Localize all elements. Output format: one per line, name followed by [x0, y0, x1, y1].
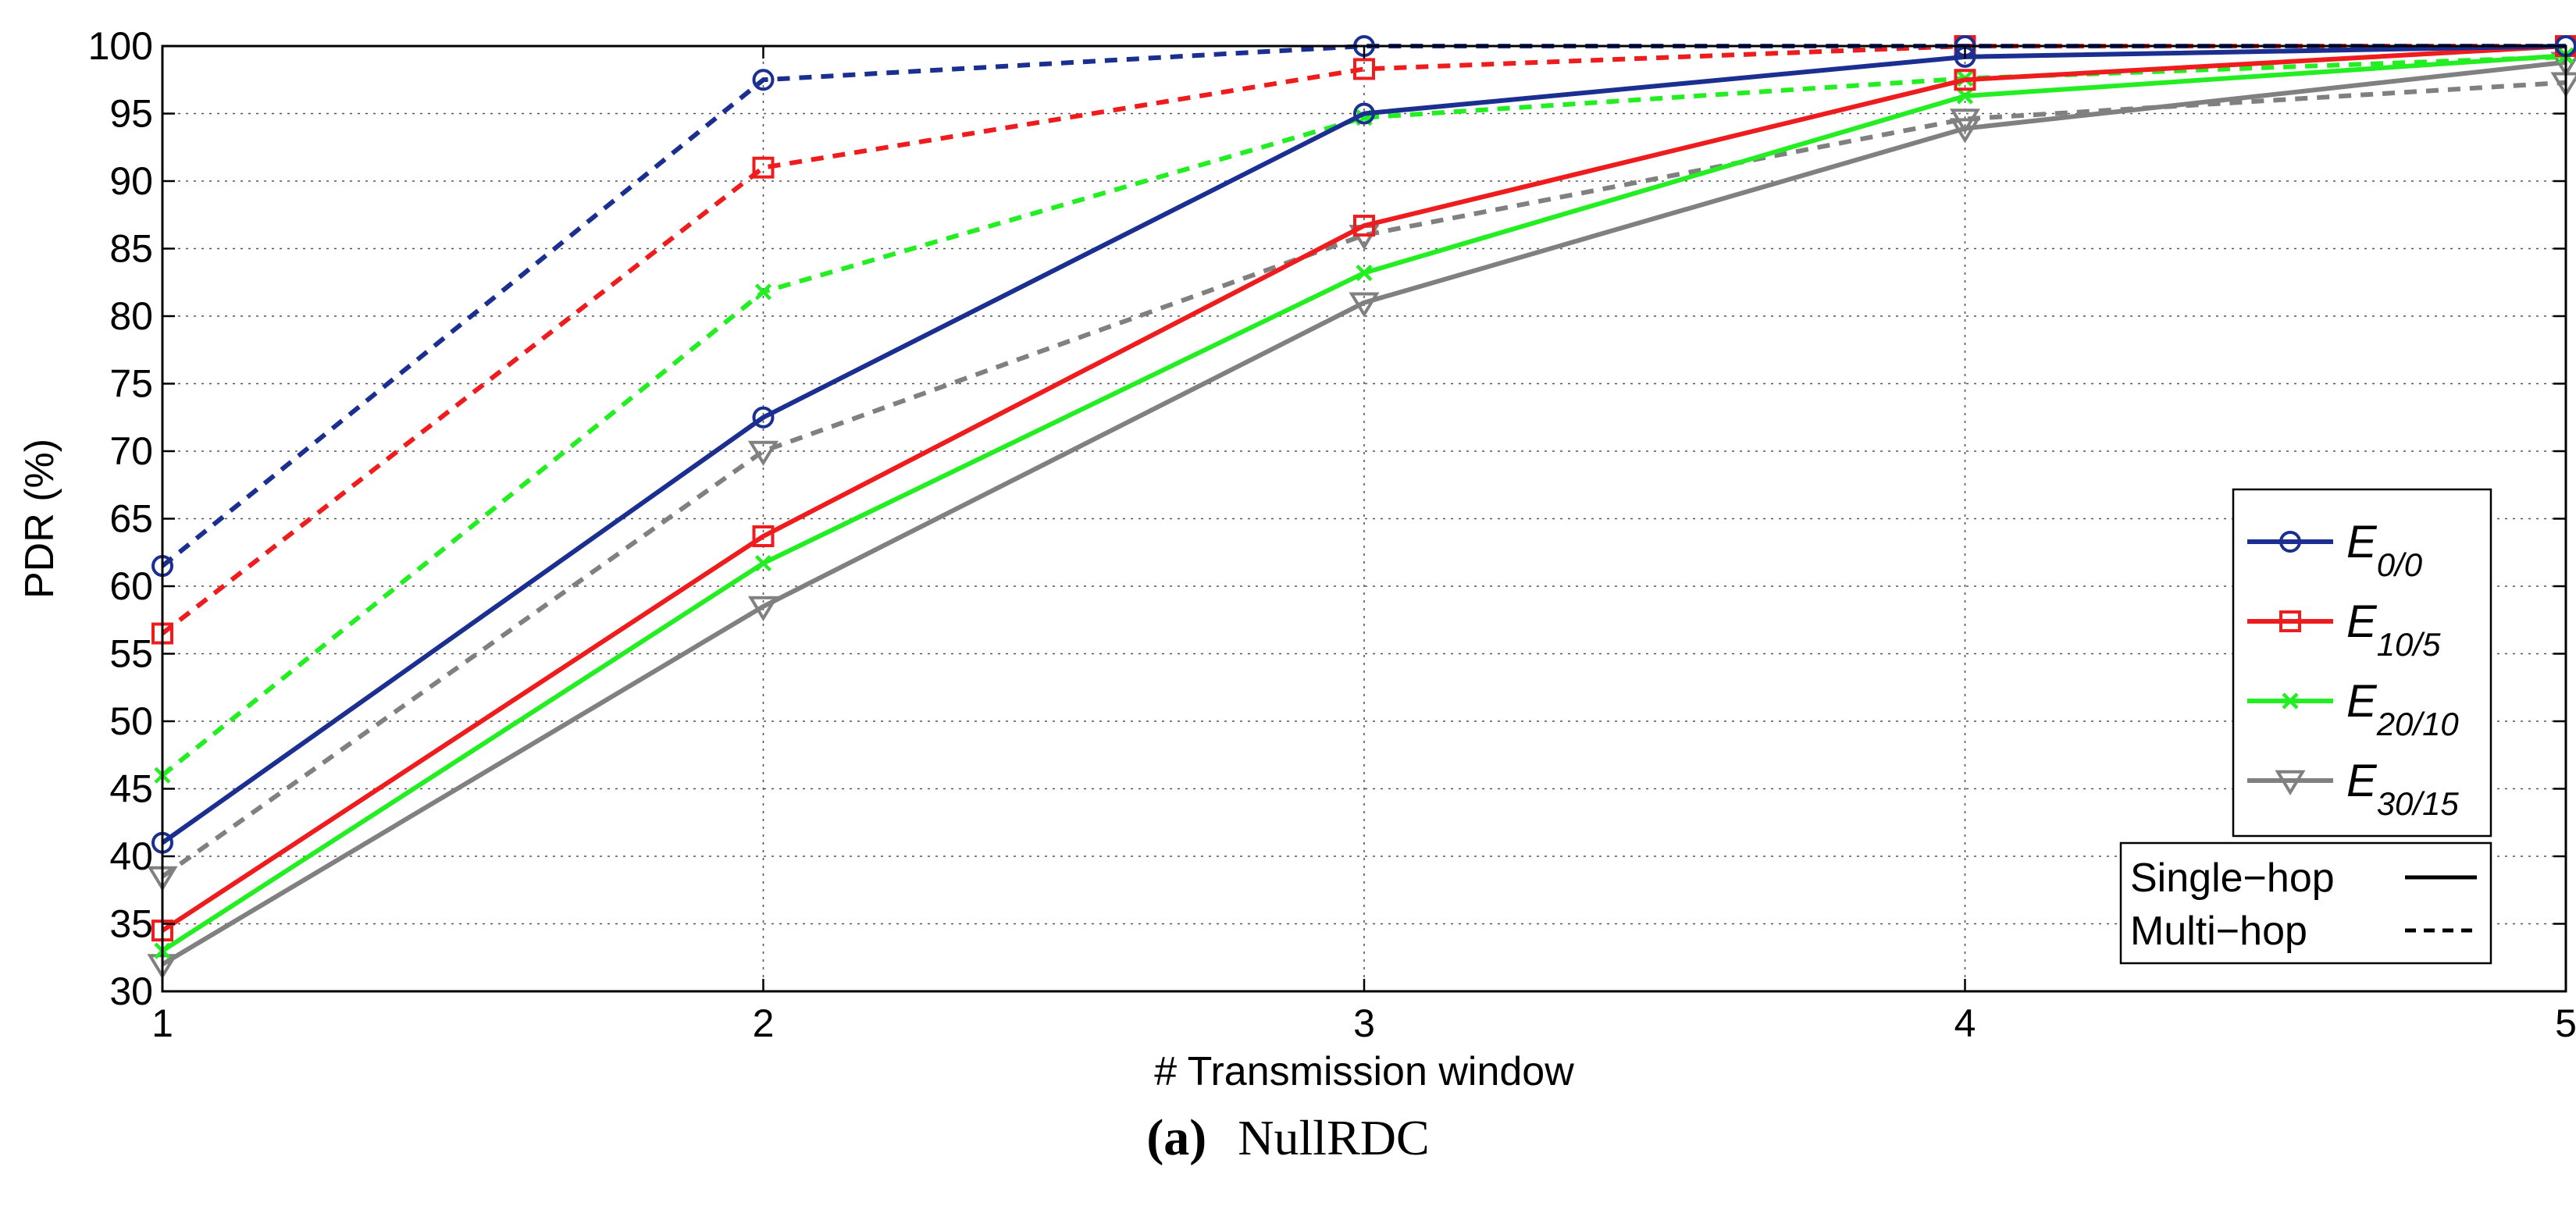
- line-style-legend-box: [2119, 841, 2492, 965]
- data-point-marker: [752, 525, 775, 547]
- legend-label-subscript: 30/15: [2377, 785, 2460, 822]
- x-axis-ticks: 1 2 3 4 5: [151, 46, 2576, 1045]
- data-point-marker: [1954, 69, 1976, 91]
- legend-label-subscript: 10/5: [2377, 626, 2441, 663]
- line-style-label: Single−hop: [2130, 856, 2335, 901]
- y-axis-label: PDR (%): [17, 439, 62, 599]
- series-multi-hop-5: [151, 35, 2576, 645]
- y-tick-label: 90: [109, 159, 153, 203]
- y-tick-label: 45: [109, 767, 153, 811]
- y-tick-label: 55: [109, 632, 153, 676]
- caption-name: NullRDC: [1238, 1110, 1430, 1165]
- caption-letter: (a): [1146, 1109, 1207, 1166]
- line-style-entry: Multi−hop: [2130, 909, 2477, 954]
- y-tick-label: 85: [109, 227, 153, 271]
- x-tick-label: 1: [151, 1001, 173, 1045]
- y-tick-label: 35: [109, 902, 153, 946]
- x-tick-label: 3: [1353, 1001, 1375, 1045]
- data-point-marker: [1356, 265, 1373, 282]
- legend-swatch-marker: [2275, 770, 2306, 796]
- x-tick-label: 2: [753, 1001, 775, 1045]
- legend-label-subscript: 0/0: [2377, 546, 2423, 583]
- data-point-marker: [754, 283, 772, 301]
- y-tick-label: 100: [88, 24, 153, 68]
- data-point-marker: [1949, 118, 1981, 144]
- line-style-legend: Single−hop Multi−hop: [2119, 841, 2492, 965]
- data-point-marker: [1353, 58, 1375, 80]
- line-style-entry: Single−hop: [2130, 856, 2477, 901]
- y-tick-label: 50: [109, 699, 153, 743]
- data-point-marker: [752, 156, 775, 179]
- y-tick-label: 40: [109, 834, 153, 878]
- series-line: [161, 44, 2567, 933]
- series-layer: [147, 35, 2576, 980]
- series-line: [161, 54, 2567, 777]
- series-line: [161, 44, 2567, 845]
- y-tick-label: 80: [109, 294, 153, 338]
- data-point-marker: [752, 69, 775, 91]
- data-point-marker: [1956, 87, 1974, 105]
- y-tick-label: 75: [109, 362, 153, 406]
- y-tick-label: 60: [109, 564, 153, 608]
- data-point-marker: [752, 406, 775, 429]
- legend-swatch-marker: [2279, 531, 2301, 553]
- data-point-marker: [1353, 215, 1375, 237]
- data-point-marker: [747, 440, 779, 467]
- y-tick-label: 65: [109, 497, 153, 541]
- series-multi-hop-7: [147, 72, 2576, 892]
- data-point-marker: [747, 596, 779, 622]
- line-style-label: Multi−hop: [2130, 909, 2307, 954]
- series-single-hop-3: [147, 52, 2576, 980]
- y-tick-label: 95: [109, 92, 153, 136]
- y-tick-label: 70: [109, 429, 153, 473]
- x-tick-label: 5: [2555, 1001, 2576, 1045]
- data-point-marker: [1349, 292, 1380, 318]
- series-line: [161, 53, 2567, 953]
- y-axis-ticks: 30 35 40 45 50 55 60 65 70 75 80 85 90 95 100: [88, 24, 2566, 1013]
- legend-label-subscript: 20/10: [2376, 706, 2460, 742]
- x-tick-label: 4: [1954, 1001, 1976, 1045]
- y-tick-label: 30: [109, 969, 153, 1013]
- series-line: [161, 59, 2567, 966]
- legend-swatch-marker: [2279, 610, 2301, 632]
- series-single-hop-2: [154, 47, 2574, 959]
- figure-caption: (a) NullRDC: [0, 1108, 2576, 1168]
- legend-swatch-marker: [2282, 692, 2299, 710]
- data-point-marker: [754, 554, 772, 572]
- x-axis-label: # Transmission window: [1154, 1049, 1574, 1094]
- data-point-marker: [1353, 102, 1375, 125]
